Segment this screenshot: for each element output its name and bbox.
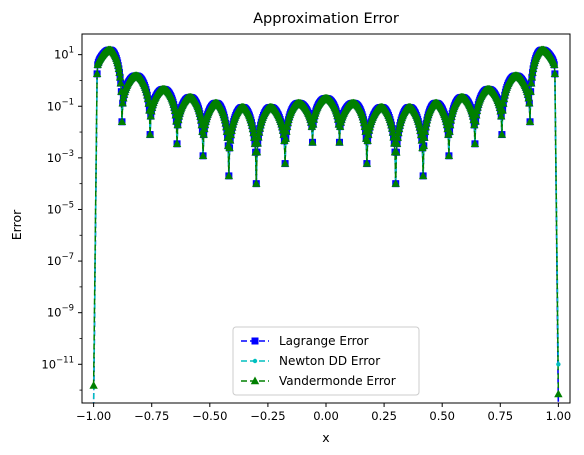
- x-tick-label: 0.00: [313, 409, 339, 423]
- y-tick-label: 10−11: [41, 355, 74, 371]
- legend-marker-1: [252, 338, 259, 345]
- x-tick-label: −0.25: [250, 409, 285, 423]
- y-tick-label: 10−3: [47, 149, 74, 165]
- legend-label-3: Vandermonde Error: [279, 374, 396, 388]
- x-tick-label: −0.50: [192, 409, 227, 423]
- series-markers-1: [94, 47, 559, 188]
- series-3-marker: [554, 390, 562, 398]
- legend-label-1: Lagrange Error: [279, 334, 369, 348]
- y-tick-label: 10−1: [47, 97, 74, 113]
- x-tick-label: 1.00: [546, 409, 572, 423]
- y-axis-label: Error: [9, 209, 24, 240]
- y-tick-label: 10−5: [47, 200, 74, 216]
- x-tick-label: 0.50: [429, 409, 455, 423]
- x-tick-label: −0.75: [134, 409, 169, 423]
- x-axis-label: x: [322, 430, 329, 445]
- y-tick-label: 10−7: [47, 252, 74, 268]
- y-tick-label: 101: [54, 46, 74, 62]
- y-tick-label: 10−9: [47, 304, 74, 320]
- legend-marker-2: [253, 359, 257, 363]
- series-3-marker: [89, 381, 97, 389]
- chart-title: Approximation Error: [253, 11, 399, 27]
- x-tick-label: 0.75: [487, 409, 513, 423]
- legend-label-2: Newton DD Error: [279, 354, 380, 368]
- legend: Lagrange Error Newton DD Error Vandermonde…: [233, 327, 419, 395]
- series-2-marker: [556, 362, 560, 366]
- x-tick-label: −1.00: [76, 409, 111, 423]
- x-tick-label: 0.25: [371, 409, 397, 423]
